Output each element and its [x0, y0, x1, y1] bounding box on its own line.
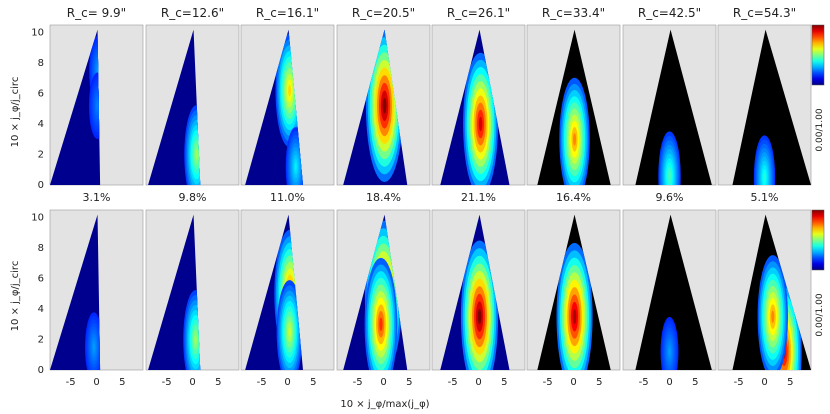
density-contour: [573, 133, 577, 146]
x-tick-label: 5: [310, 377, 316, 388]
y-tick-label: 4: [38, 119, 44, 130]
y-tick-label: 10: [31, 213, 44, 224]
y-axes: 0 2 4 6 8 10 0 2 4 6 8 10: [31, 28, 44, 376]
y-axis-label-bottom: 10 × j_φ/j_circ: [10, 261, 21, 332]
panel-r1c0: [49, 209, 144, 371]
radius-header: R_c=12.6": [161, 6, 224, 20]
radius-header: R_c=20.5": [352, 6, 415, 20]
panel-r0c5: [526, 24, 621, 186]
fraction-label: 9.6%: [656, 191, 684, 204]
x-tick-label: -5: [734, 377, 744, 388]
density-contour: [763, 173, 766, 182]
fraction-label: 5.1%: [751, 191, 779, 204]
x-tick-label: 0: [189, 377, 195, 388]
x-tick-label: -5: [543, 377, 553, 388]
density-contour: [288, 84, 291, 97]
radius-header: R_c=16.1": [256, 6, 319, 20]
x-tick-label: -5: [448, 377, 458, 388]
density-contour: [771, 310, 775, 323]
x-tick-label: -5: [639, 377, 649, 388]
x-tick-label: -5: [162, 377, 172, 388]
density-contour: [96, 102, 99, 110]
density-contour: [478, 116, 483, 132]
x-tick-label: 0: [93, 377, 99, 388]
fraction-label: 11.0%: [270, 191, 305, 204]
x-tick-label: 0: [475, 377, 481, 388]
x-tick-label: 0: [284, 377, 290, 388]
panel-r1c6: [622, 209, 717, 371]
density-contour: [382, 98, 387, 114]
x-tick-label: 5: [787, 377, 793, 388]
density-contour: [294, 162, 297, 171]
y-tick-label: 0: [38, 365, 44, 376]
panel-r1c4: [431, 209, 526, 371]
panel-grid: [49, 24, 812, 371]
colorbars: 0.00/1.00 0.00/1.00: [811, 24, 825, 337]
radius-header: R_c=26.1": [447, 6, 510, 20]
colorbar: [811, 209, 825, 271]
x-tick-label: 5: [119, 377, 125, 388]
x-tick-label: 0: [380, 377, 386, 388]
density-contour: [194, 334, 197, 345]
radius-header: R_c=33.4": [542, 6, 605, 20]
x-tick-label: 5: [692, 377, 698, 388]
fraction-label-row: 3.1% 9.8% 11.0% 18.4% 21.1% 16.4% 9.6% 5.1%: [83, 191, 779, 204]
x-tick-label: 0: [666, 377, 672, 388]
y-tick-label: 10: [31, 28, 44, 39]
fraction-label: 9.8%: [179, 191, 207, 204]
density-contour: [477, 309, 482, 325]
panel-r0c4: [431, 24, 526, 186]
colorbar-label: 0.00/1.00: [815, 293, 825, 336]
y-tick-label: 2: [38, 150, 44, 161]
y-tick-label: 6: [38, 274, 44, 285]
density-contour: [572, 309, 577, 325]
y-tick-label: 6: [38, 89, 44, 100]
y-tick-label: 8: [38, 58, 44, 69]
panel-r1c2: [240, 209, 335, 371]
density-contour: [93, 343, 95, 351]
radius-header: R_c=42.5": [638, 6, 701, 20]
x-axis-label: 10 × j_φ/max(j_φ): [340, 399, 429, 410]
x-axis: -5 0 5 -5 0 5 -5 0 5 -5 0 5 -5 0 5 -5 0 5 -5 0 5 -5 0 5: [66, 377, 794, 388]
radius-header: R_c= 9.9": [67, 6, 126, 20]
panel-r1c3: [336, 209, 431, 371]
fraction-label: 18.4%: [366, 191, 401, 204]
radius-header-row: R_c= 9.9" R_c=12.6" R_c=16.1" R_c=20.5" R_c=…: [67, 6, 796, 20]
x-tick-label: 5: [501, 377, 507, 388]
x-tick-label: -5: [353, 377, 363, 388]
x-tick-label: -5: [66, 377, 76, 388]
panel-r0c1: [145, 24, 240, 186]
x-tick-label: 0: [570, 377, 576, 388]
x-tick-label: 5: [596, 377, 602, 388]
density-contour: [668, 348, 671, 356]
radius-header: R_c=54.3": [733, 6, 796, 20]
panel-r0c7: [717, 24, 812, 186]
density-contour: [195, 149, 198, 160]
y-tick-label: 4: [38, 304, 44, 315]
panel-r1c5: [526, 209, 621, 371]
x-tick-label: -5: [257, 377, 267, 388]
y-tick-label: 8: [38, 243, 44, 254]
panel-r1c1: [145, 209, 240, 371]
panel-r0c6: [622, 24, 717, 186]
density-contour: [379, 317, 383, 331]
y-tick-label: 0: [38, 180, 44, 191]
panel-r0c3: [336, 24, 431, 186]
x-tick-label: 5: [406, 377, 412, 388]
colorbar: [811, 24, 825, 86]
panel-r0c2: [240, 24, 335, 186]
panel-r0c0: [49, 24, 144, 186]
density-contour: [668, 171, 671, 181]
fraction-label: 3.1%: [83, 191, 111, 204]
fraction-label: 21.1%: [461, 191, 496, 204]
y-axis-label-top: 10 × j_φ/j_circ: [10, 77, 21, 148]
colorbar-label: 0.00/1.00: [815, 108, 825, 151]
x-tick-label: 0: [761, 377, 767, 388]
fraction-label: 16.4%: [556, 191, 591, 204]
x-tick-label: 5: [215, 377, 221, 388]
y-tick-label: 2: [38, 335, 44, 346]
density-contour: [288, 326, 291, 338]
panel-r1c7: [717, 209, 812, 371]
